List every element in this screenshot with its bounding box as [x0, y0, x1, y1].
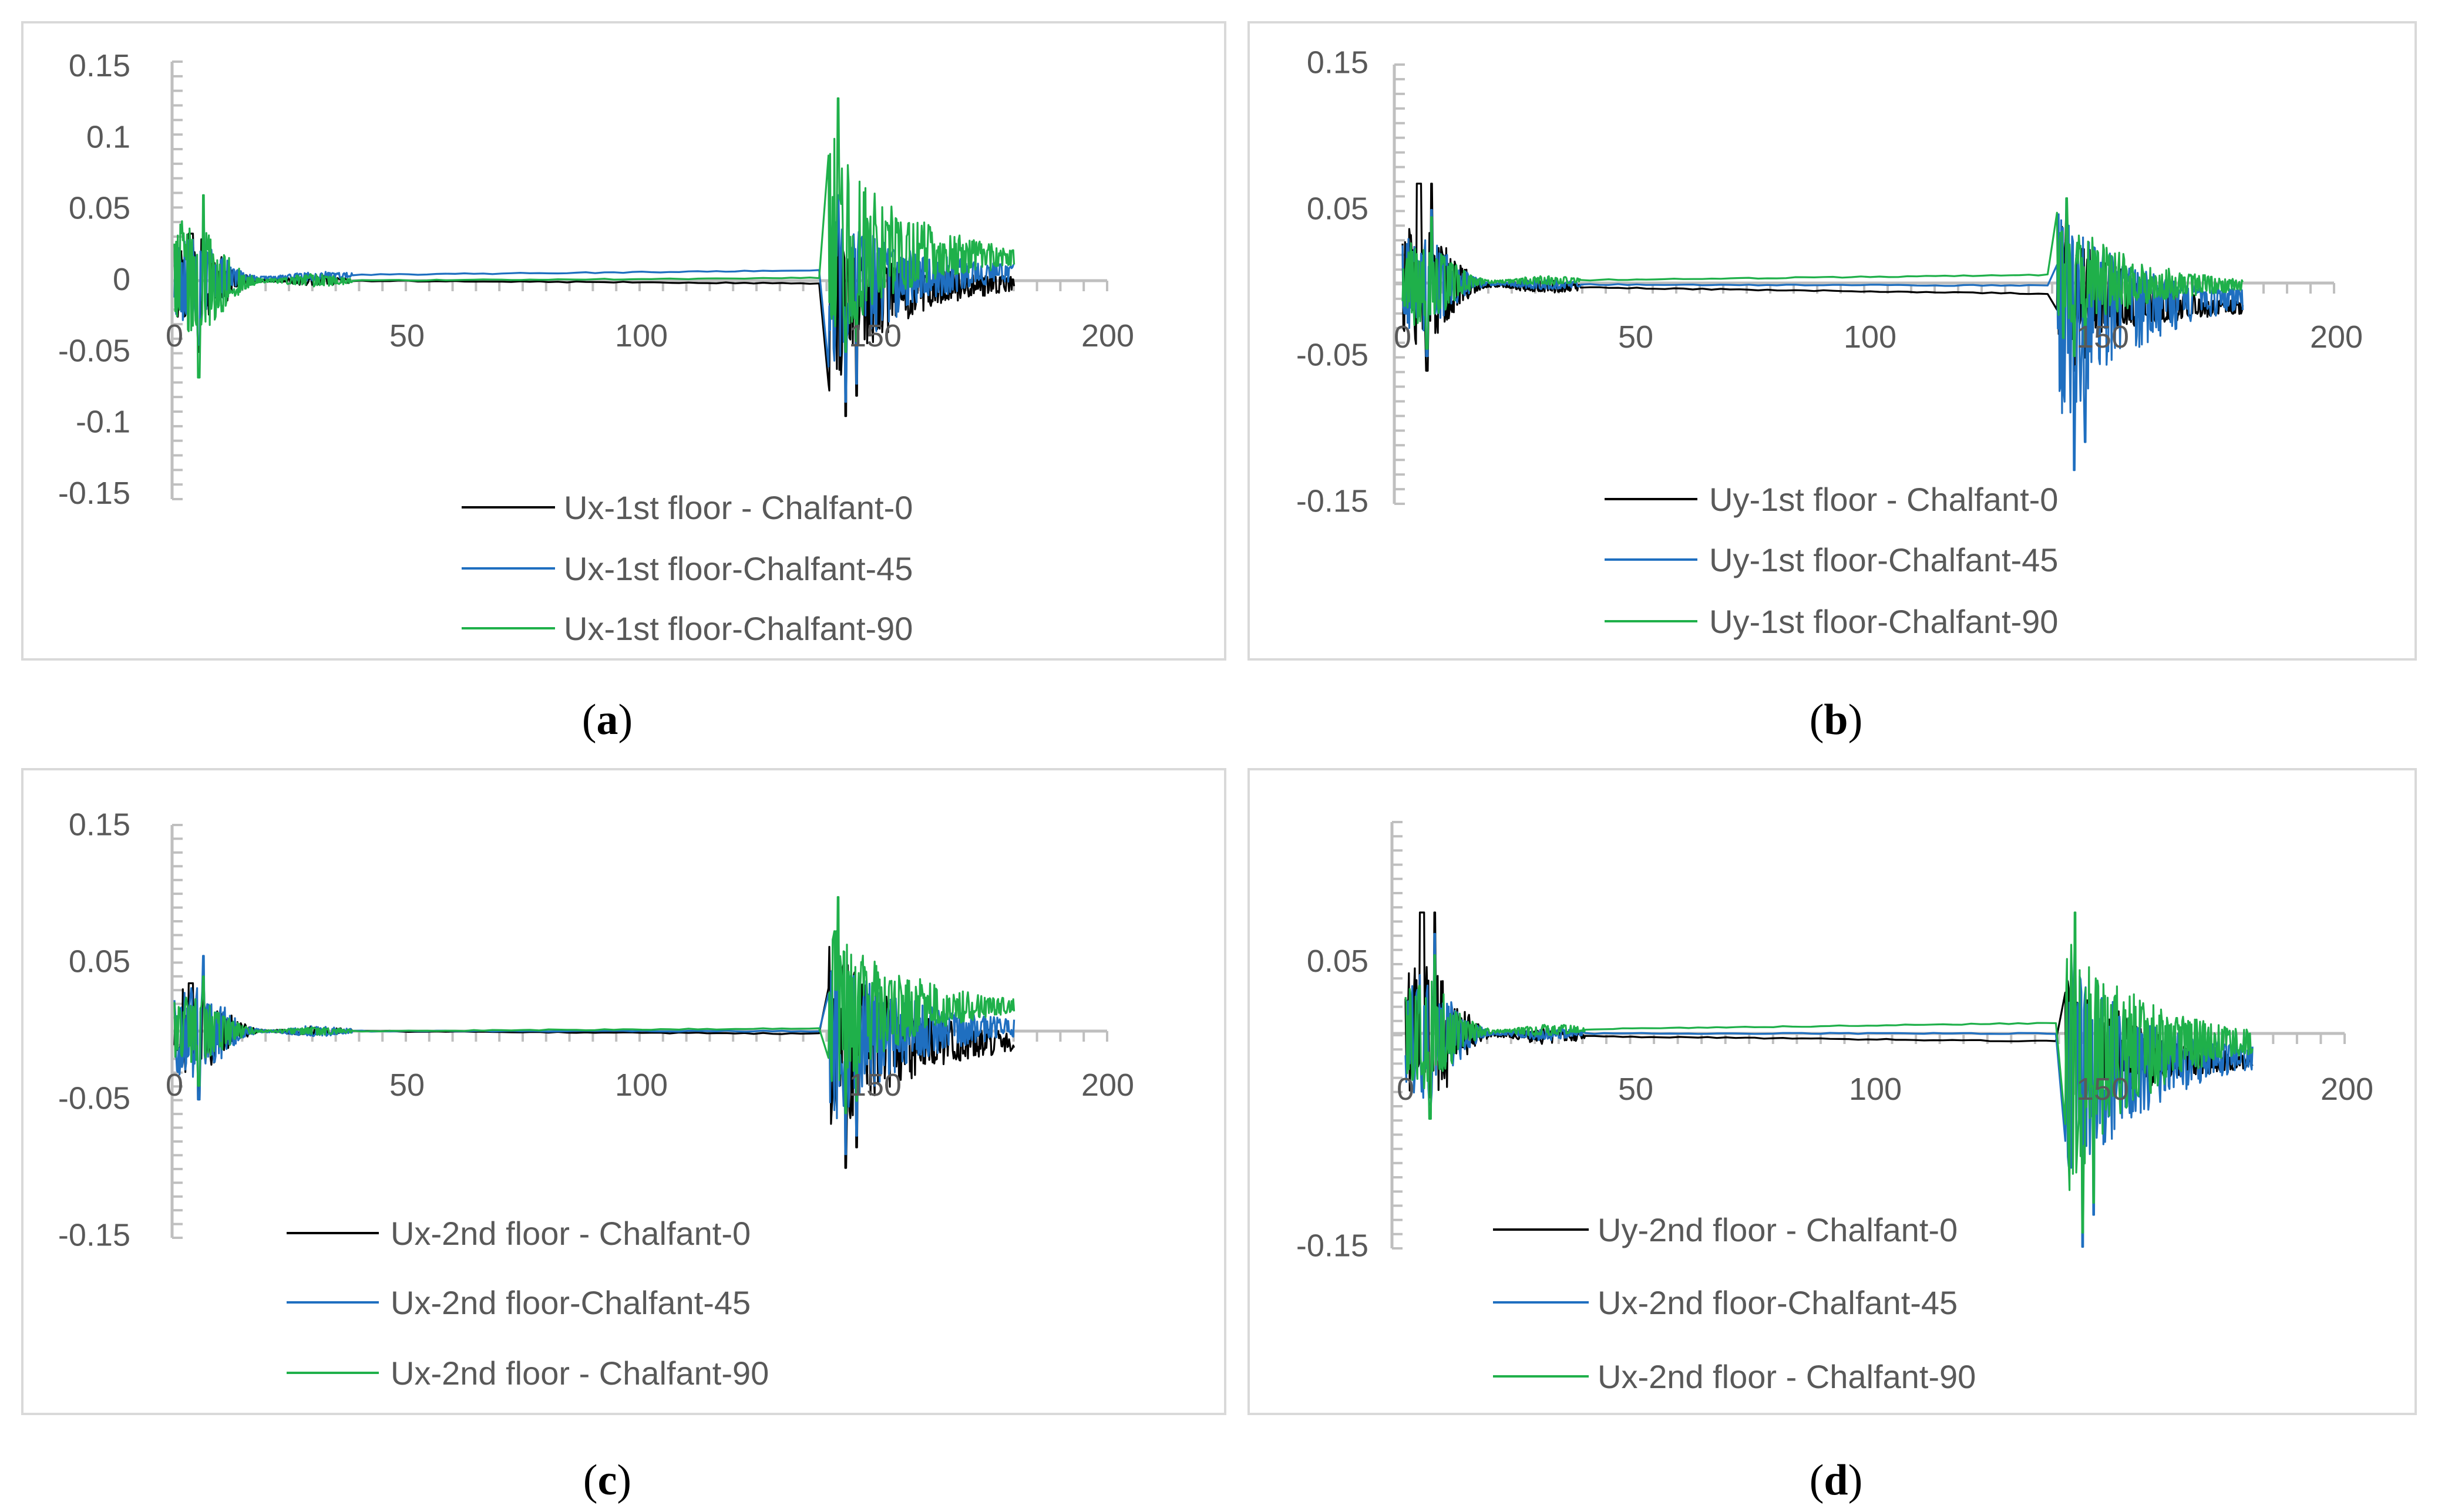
x-tick-label: 50	[1618, 1072, 1653, 1107]
plot-area	[173, 896, 1015, 1169]
chart-frame	[1247, 21, 2417, 661]
y-tick-label: 0.1	[86, 119, 130, 154]
x-tick-label: 150	[2076, 1072, 2129, 1107]
x-tick-label: 150	[849, 318, 902, 353]
series-line-3	[173, 97, 1015, 379]
legend-label-3: Uy-1st floor-Chalfant-90	[1709, 603, 2058, 640]
caption-open: (	[1810, 1456, 1824, 1504]
legend-label-2: Ux-2nd floor-Chalfant-45	[391, 1284, 751, 1321]
legend: Ux-2nd floor - Chalfant-0 Ux-2nd floor-Ch…	[287, 1215, 769, 1392]
series-line-3	[1401, 197, 2244, 358]
x-tick-label: 200	[2310, 319, 2363, 355]
chart-frame	[21, 768, 1226, 1415]
legend-label-2: Uy-1st floor-Chalfant-45	[1709, 541, 2058, 578]
legend-label-1: Ux-1st floor - Chalfant-0	[564, 489, 913, 526]
x-tick-label: 150	[2076, 319, 2129, 355]
caption-open: (	[1810, 696, 1824, 744]
caption-open: (	[583, 1456, 598, 1504]
y-tick-label: 0.05	[69, 191, 130, 226]
caption-close: )	[617, 1456, 631, 1504]
y-axis-minor-ticks	[1392, 821, 1403, 1250]
chart-frame	[1247, 768, 2417, 1415]
caption-close: )	[1848, 1456, 1863, 1504]
x-tick-label: 200	[1081, 318, 1134, 353]
legend-label-1: Ux-2nd floor - Chalfant-0	[391, 1215, 751, 1252]
x-tick-label: 100	[615, 1068, 668, 1103]
x-tick-label: 100	[1844, 319, 1896, 355]
caption-close: )	[1848, 696, 1863, 744]
legend: Uy-1st floor - Chalfant-0 Uy-1st floor-Ch…	[1605, 481, 2058, 640]
x-tick-label: 100	[1849, 1072, 1902, 1107]
x-tick-label: 50	[389, 318, 425, 353]
panel-caption: (d)	[1810, 1456, 1862, 1504]
y-tick-label: -0.05	[1296, 338, 1368, 373]
series-line-2	[173, 194, 1015, 403]
panel-b: 0 50 100 150 200 0.15 0.05 -0.05 -0.15 Uy-1st flo…	[1247, 21, 2417, 661]
plot-area	[1401, 183, 2244, 472]
panel-a: 0 50 100 150 200 0.15 0.1 0.05 0 -0.05 -0.1 -0.15 Ux…	[21, 21, 1226, 661]
y-tick-label: 0	[113, 262, 130, 297]
x-tick-label: 0	[1394, 319, 1411, 355]
chart-frame	[21, 21, 1226, 661]
legend-label-3: Ux-2nd floor - Chalfant-90	[391, 1355, 769, 1392]
panel-caption: (b)	[1810, 696, 1862, 744]
y-tick-label: 0.15	[1307, 45, 1368, 80]
legend: Ux-1st floor - Chalfant-0 Ux-1st floor-Ch…	[462, 489, 913, 647]
legend-label-2: Ux-1st floor-Chalfant-45	[564, 550, 913, 587]
y-axis-minor-ticks	[1394, 63, 1405, 505]
caption-open: (	[582, 696, 597, 744]
legend-label-3: Ux-1st floor-Chalfant-90	[564, 610, 913, 647]
x-tick-label: 200	[1081, 1068, 1134, 1103]
y-tick-label: 0.15	[69, 48, 130, 83]
legend-label-1: Uy-1st floor - Chalfant-0	[1709, 481, 2058, 518]
caption-letter: a	[597, 696, 618, 744]
y-tick-label: -0.15	[1296, 484, 1368, 519]
x-tick-label: 0	[1397, 1072, 1414, 1107]
y-tick-label: -0.05	[58, 1081, 130, 1116]
y-tick-label: 0.05	[69, 944, 130, 979]
x-tick-label: 0	[166, 1068, 183, 1103]
y-tick-label: -0.15	[1296, 1228, 1368, 1263]
x-tick-label: 50	[389, 1068, 425, 1103]
y-tick-label: 0.15	[69, 807, 130, 843]
plot-area	[173, 97, 1015, 417]
panel-caption: (c)	[583, 1456, 631, 1504]
y-tick-label: 0.05	[1307, 191, 1368, 227]
x-tick-label: 200	[2321, 1072, 2373, 1107]
legend-label-2: Ux-2nd floor-Chalfant-45	[1598, 1284, 1958, 1321]
caption-close: )	[618, 696, 633, 744]
plot-area	[1404, 911, 2254, 1248]
series-line-3	[1404, 911, 2254, 1234]
x-tick-label: 100	[615, 318, 668, 353]
y-tick-label: -0.15	[58, 1218, 130, 1253]
caption-letter: b	[1824, 696, 1848, 744]
y-tick-label: 0.05	[1307, 944, 1368, 979]
series-line-3	[173, 896, 1015, 1114]
panel-d: 0 50 100 150 200 0.05 -0.15 Uy-2nd floor - Chal…	[1247, 768, 2417, 1415]
panel-c: 0 50 100 150 200 0.15 0.05 -0.05 -0.15 Ux-2nd flo…	[21, 768, 1226, 1415]
y-tick-label: -0.05	[58, 333, 130, 368]
legend: Uy-2nd floor - Chalfant-0 Ux-2nd floor-Ch…	[1493, 1211, 1976, 1395]
x-tick-label: 50	[1618, 319, 1653, 355]
caption-letter: c	[598, 1456, 617, 1504]
legend-label-1: Uy-2nd floor - Chalfant-0	[1598, 1211, 1958, 1248]
legend-label-3: Ux-2nd floor - Chalfant-90	[1598, 1358, 1976, 1395]
caption-letter: d	[1824, 1456, 1848, 1504]
x-tick-label: 150	[849, 1068, 902, 1103]
panel-caption: (a)	[582, 696, 633, 744]
y-tick-label: -0.15	[58, 476, 130, 511]
x-tick-label: 0	[166, 318, 183, 353]
y-tick-label: -0.1	[76, 405, 130, 440]
